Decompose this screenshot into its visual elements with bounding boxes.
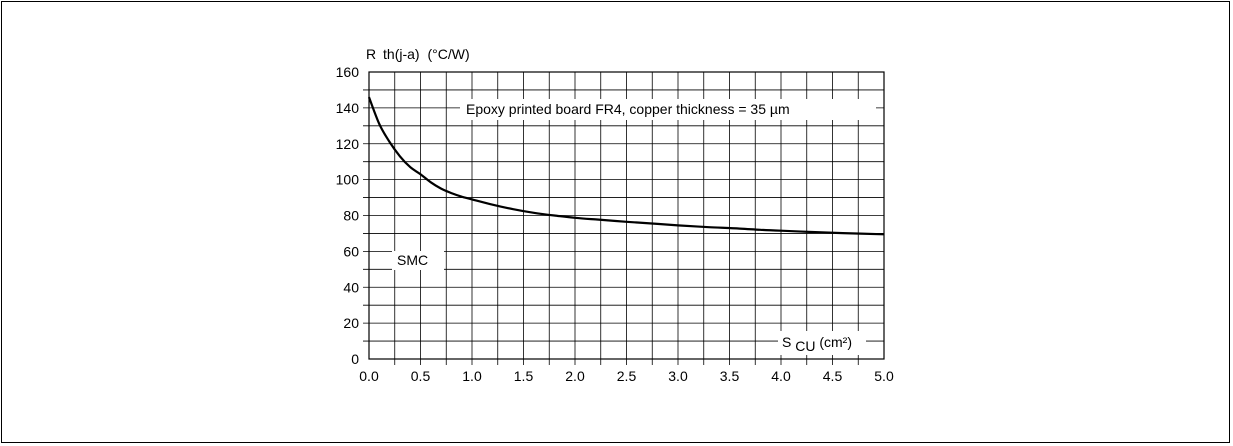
y-axis-label-unit: (°C/W) — [427, 46, 469, 62]
package-annotation-box: SMC — [392, 251, 444, 270]
series-line-rth — [367, 96, 885, 236]
x-tick-labels: 0.0 0.5 1.0 1.5 2.0 2.5 3.0 3.5 4.0 4.5 5.0 — [359, 368, 894, 384]
y-tick-label: 100 — [336, 172, 360, 188]
plot-border — [368, 71, 885, 360]
package-annotation: SMC — [397, 252, 428, 268]
y-axis-label-sub: th(j-a) — [383, 46, 420, 62]
y-tick-label: 120 — [336, 136, 360, 152]
x-tick-label: 0.5 — [411, 368, 431, 384]
x-tick-label: 2.0 — [565, 368, 585, 384]
y-axis-label: R th(j-a) (°C/W) — [366, 46, 470, 62]
y-tick-label: 40 — [343, 279, 359, 295]
y-tick-label: 140 — [336, 100, 360, 116]
x-tick-label: 3.5 — [720, 368, 740, 384]
y-tick-label: 80 — [343, 208, 359, 224]
board-annotation: Epoxy printed board FR4, copper thicknes… — [466, 101, 790, 117]
x-tick-label: 2.5 — [617, 368, 637, 384]
y-tick-label: 0 — [351, 351, 359, 367]
x-tick-label: 4.5 — [823, 368, 843, 384]
y-tick-labels: 0 20 40 60 80 100 120 140 160 — [336, 64, 360, 367]
y-tick-label: 60 — [343, 243, 359, 259]
x-tick-label: 1.0 — [462, 368, 482, 384]
y-tick-label: 20 — [343, 315, 359, 331]
board-annotation-box: Epoxy printed board FR4, copper thicknes… — [460, 99, 876, 120]
x-axis-label: S CU (cm²) — [782, 334, 852, 354]
y-tick-label: 160 — [336, 64, 360, 80]
x-tick-label: 4.0 — [771, 368, 791, 384]
y-axis-label-main: R — [366, 46, 376, 62]
x-tick-label: 0.0 — [359, 368, 379, 384]
x-tick-label: 1.5 — [514, 368, 534, 384]
x-tick-label: 3.0 — [668, 368, 688, 384]
x-axis-label-main: S — [782, 334, 791, 350]
x-tick-label: 5.0 — [874, 368, 894, 384]
x-axis-label-unit: (cm²) — [819, 334, 852, 350]
x-axis-label-sub: CU — [795, 338, 815, 354]
x-axis-label-box: S CU (cm²) — [778, 331, 866, 355]
